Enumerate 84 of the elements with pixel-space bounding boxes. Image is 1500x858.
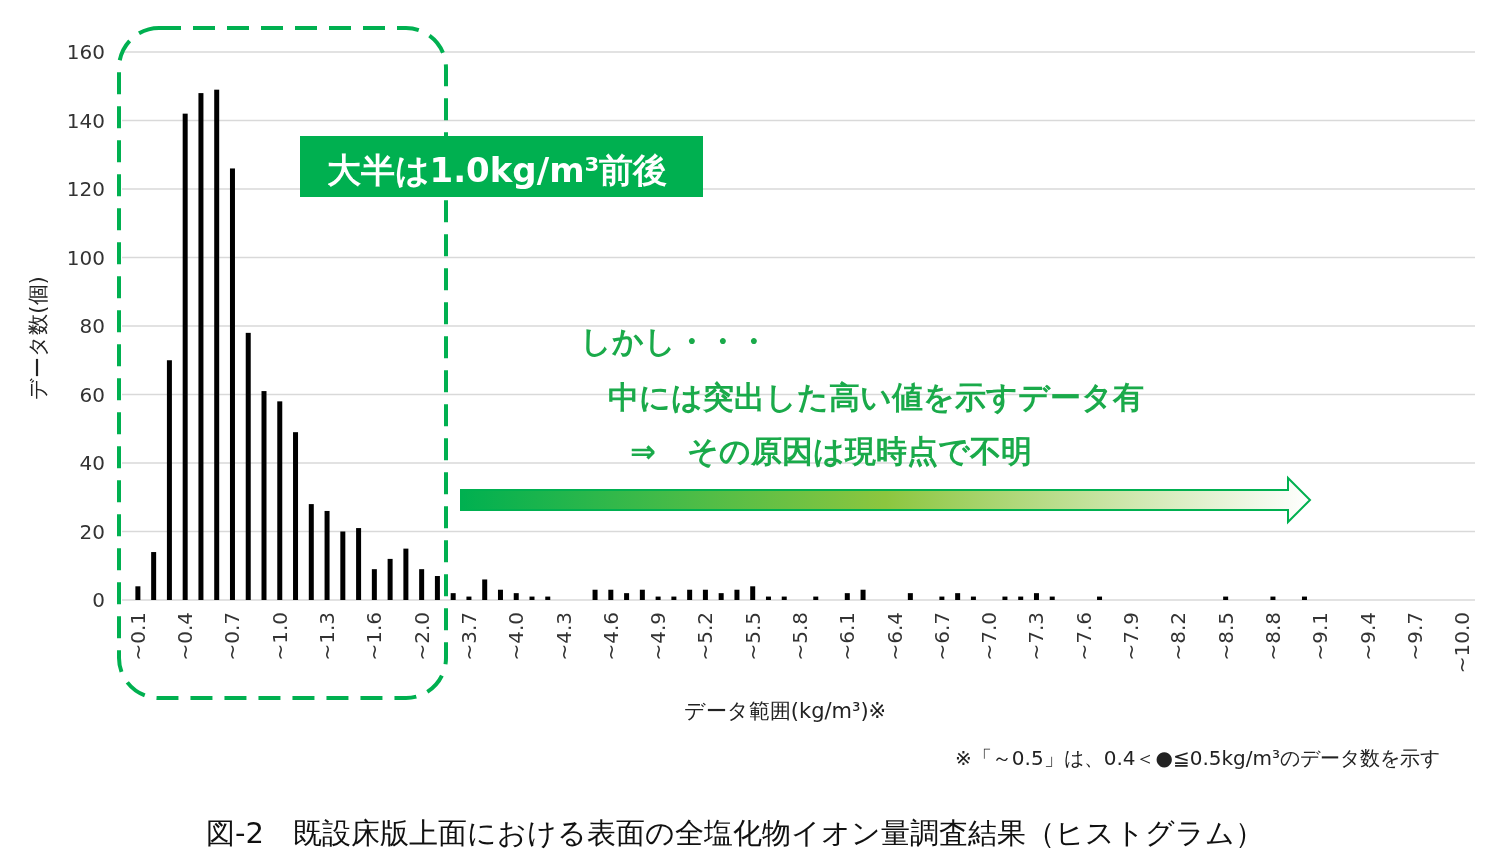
- bar: [734, 589, 740, 600]
- y-tick-label: 20: [79, 519, 105, 544]
- bar: [955, 593, 961, 600]
- x-tick-label: ~6.4: [882, 612, 907, 661]
- annotation: ⇒ その原因は現時点で不明: [630, 433, 1032, 469]
- bar: [403, 548, 409, 600]
- y-tick-label: 120: [66, 177, 105, 201]
- y-tick-label: 160: [66, 40, 105, 64]
- bar: [687, 589, 693, 600]
- bar: [277, 401, 283, 600]
- bar: [907, 593, 913, 600]
- bar: [261, 391, 267, 600]
- x-tick-label: ~7.6: [1071, 612, 1096, 661]
- x-tick-label: ~0.1: [125, 612, 150, 661]
- bar: [214, 89, 220, 600]
- bar: [198, 93, 204, 600]
- bar: [482, 579, 488, 600]
- annotation: しかし・・・: [580, 323, 769, 359]
- bar: [608, 589, 614, 600]
- x-tick-label: ~2.0: [409, 612, 434, 661]
- bar: [419, 569, 425, 600]
- bar: [702, 589, 708, 600]
- bar: [497, 589, 503, 600]
- text: ※「～0.5」は、0.4＜●≦0.5kg/m³のデータ数を示す: [955, 746, 1440, 770]
- x-tick-label: ~5.5: [740, 612, 765, 661]
- x-tick-label: ~0.4: [173, 612, 198, 661]
- bar: [135, 586, 141, 600]
- x-tick-label: ~5.2: [693, 612, 718, 661]
- bar: [182, 113, 188, 600]
- x-tick-label: ~9.4: [1355, 612, 1380, 661]
- bar: [513, 593, 519, 600]
- bar: [639, 589, 645, 600]
- annotation: 大半は1.0kg/m³前後: [326, 150, 668, 190]
- bar: [245, 332, 251, 600]
- bar: [293, 432, 299, 600]
- bar: [340, 531, 346, 600]
- bar: [860, 589, 866, 600]
- x-tick-label: ~8.2: [1166, 612, 1191, 661]
- bar: [624, 593, 630, 600]
- x-tick-label: ~6.7: [929, 612, 954, 661]
- bar: [308, 504, 314, 600]
- bar: [387, 558, 393, 600]
- bar: [229, 168, 235, 600]
- text: 図-2 既設床版上面における表面の全塩化物イオン量調査結果（ヒストグラム）: [206, 816, 1264, 850]
- annotation: 中には突出した高い値を示すデータ有: [608, 379, 1144, 415]
- bar: [718, 593, 724, 600]
- x-tick-label: ~4.6: [598, 612, 623, 661]
- x-tick-label: ~8.8: [1260, 612, 1285, 661]
- y-tick-label: 140: [66, 108, 105, 133]
- y-tick-label: 60: [79, 382, 105, 407]
- x-tick-label: ~7.9: [1119, 612, 1144, 661]
- x-tick-label: ~1.3: [315, 612, 340, 661]
- y-tick-label: 0: [92, 588, 105, 612]
- bar: [434, 576, 440, 600]
- bar: [844, 593, 850, 600]
- x-tick-label: ~4.9: [646, 612, 671, 661]
- y-axis-title: データ数(個): [26, 276, 50, 400]
- bar: [166, 360, 172, 600]
- x-tick-label: ~4.0: [504, 612, 529, 661]
- bar: [356, 528, 362, 600]
- bar: [1033, 593, 1039, 600]
- x-tick-label: ~5.8: [788, 612, 812, 661]
- x-tick-label: ~1.6: [362, 612, 387, 661]
- x-tick-label: ~7.3: [1024, 612, 1049, 661]
- x-tick-label: ~9.1: [1308, 612, 1333, 661]
- x-tick-label: ~4.3: [551, 612, 576, 661]
- x-tick-label: ~0.7: [220, 612, 245, 661]
- bar: [750, 586, 756, 600]
- bar: [324, 510, 330, 600]
- y-tick-label: 100: [66, 245, 105, 270]
- x-tick-label: ~7.0: [977, 612, 1002, 661]
- y-tick-label: 40: [79, 451, 105, 475]
- bar: [592, 589, 598, 600]
- x-axis-title: データ範囲(kg/m³)※: [683, 699, 887, 723]
- x-tick-label: ~1.0: [267, 612, 292, 661]
- bar: [450, 593, 456, 600]
- x-tick-label: ~3.7: [456, 612, 481, 661]
- x-tick-label: ~8.5: [1213, 612, 1238, 661]
- bar: [151, 552, 157, 600]
- x-tick-label: ~6.1: [835, 612, 860, 661]
- x-tick-label: ~9.7: [1402, 612, 1427, 661]
- bar: [371, 569, 377, 600]
- x-tick-label: ~10.0: [1450, 612, 1475, 674]
- y-tick-label: 80: [79, 314, 105, 338]
